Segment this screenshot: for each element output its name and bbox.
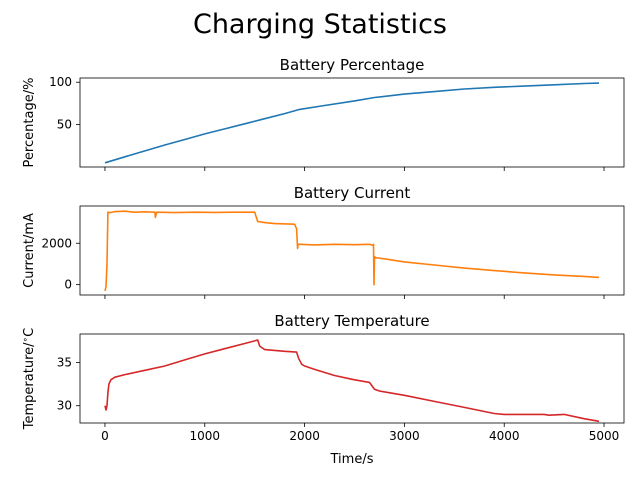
battery-temperature-axes-frame — [79, 333, 625, 424]
battery-percentage-axes-frame — [79, 77, 625, 168]
battery-temperature-title: Battery Temperature — [274, 312, 429, 330]
battery-current-axes-frame — [79, 205, 625, 296]
battery-temperature-y-label: Temperature/∘C — [21, 328, 37, 430]
battery-percentage-title: Battery Percentage — [280, 56, 425, 74]
battery-percentage-y-tick-label: 50 — [57, 118, 72, 132]
panel-battery-current: Battery Current Current/mA 0 2000 — [22, 184, 625, 299]
x-tick-label: 4000 — [489, 429, 520, 443]
battery-current-y-tick-label: 2000 — [41, 236, 72, 250]
x-tick-label: 5000 — [589, 429, 620, 443]
battery-current-y-tick-label: 0 — [64, 278, 72, 292]
x-tick-label: 3000 — [389, 429, 420, 443]
battery-temperature-series-line — [104, 339, 600, 423]
x-tick-label: 0 — [101, 429, 109, 443]
battery-current-y-label: Current/mA — [22, 213, 37, 288]
battery-percentage-series-line — [104, 82, 600, 164]
battery-percentage-y-tick-label: 100 — [49, 75, 72, 89]
x-tick-label: 2000 — [289, 429, 320, 443]
battery-percentage-y-label: Percentage/% — [22, 78, 37, 168]
panel-battery-temperature: Battery Temperature Temperature/∘C 0 1000 20… — [21, 312, 625, 443]
battery-temperature-y-tick-label: 30 — [57, 399, 72, 413]
x-axis-label: Time/s — [330, 452, 374, 467]
battery-current-series-line — [104, 210, 600, 292]
panel-battery-percentage: Battery Percentage Percentage/% 50 100 — [22, 56, 625, 171]
x-tick-label: 1000 — [189, 429, 220, 443]
battery-current-title: Battery Current — [294, 184, 411, 202]
suptitle: Charging Statistics — [193, 9, 447, 40]
battery-temperature-y-tick-label: 35 — [57, 356, 72, 370]
